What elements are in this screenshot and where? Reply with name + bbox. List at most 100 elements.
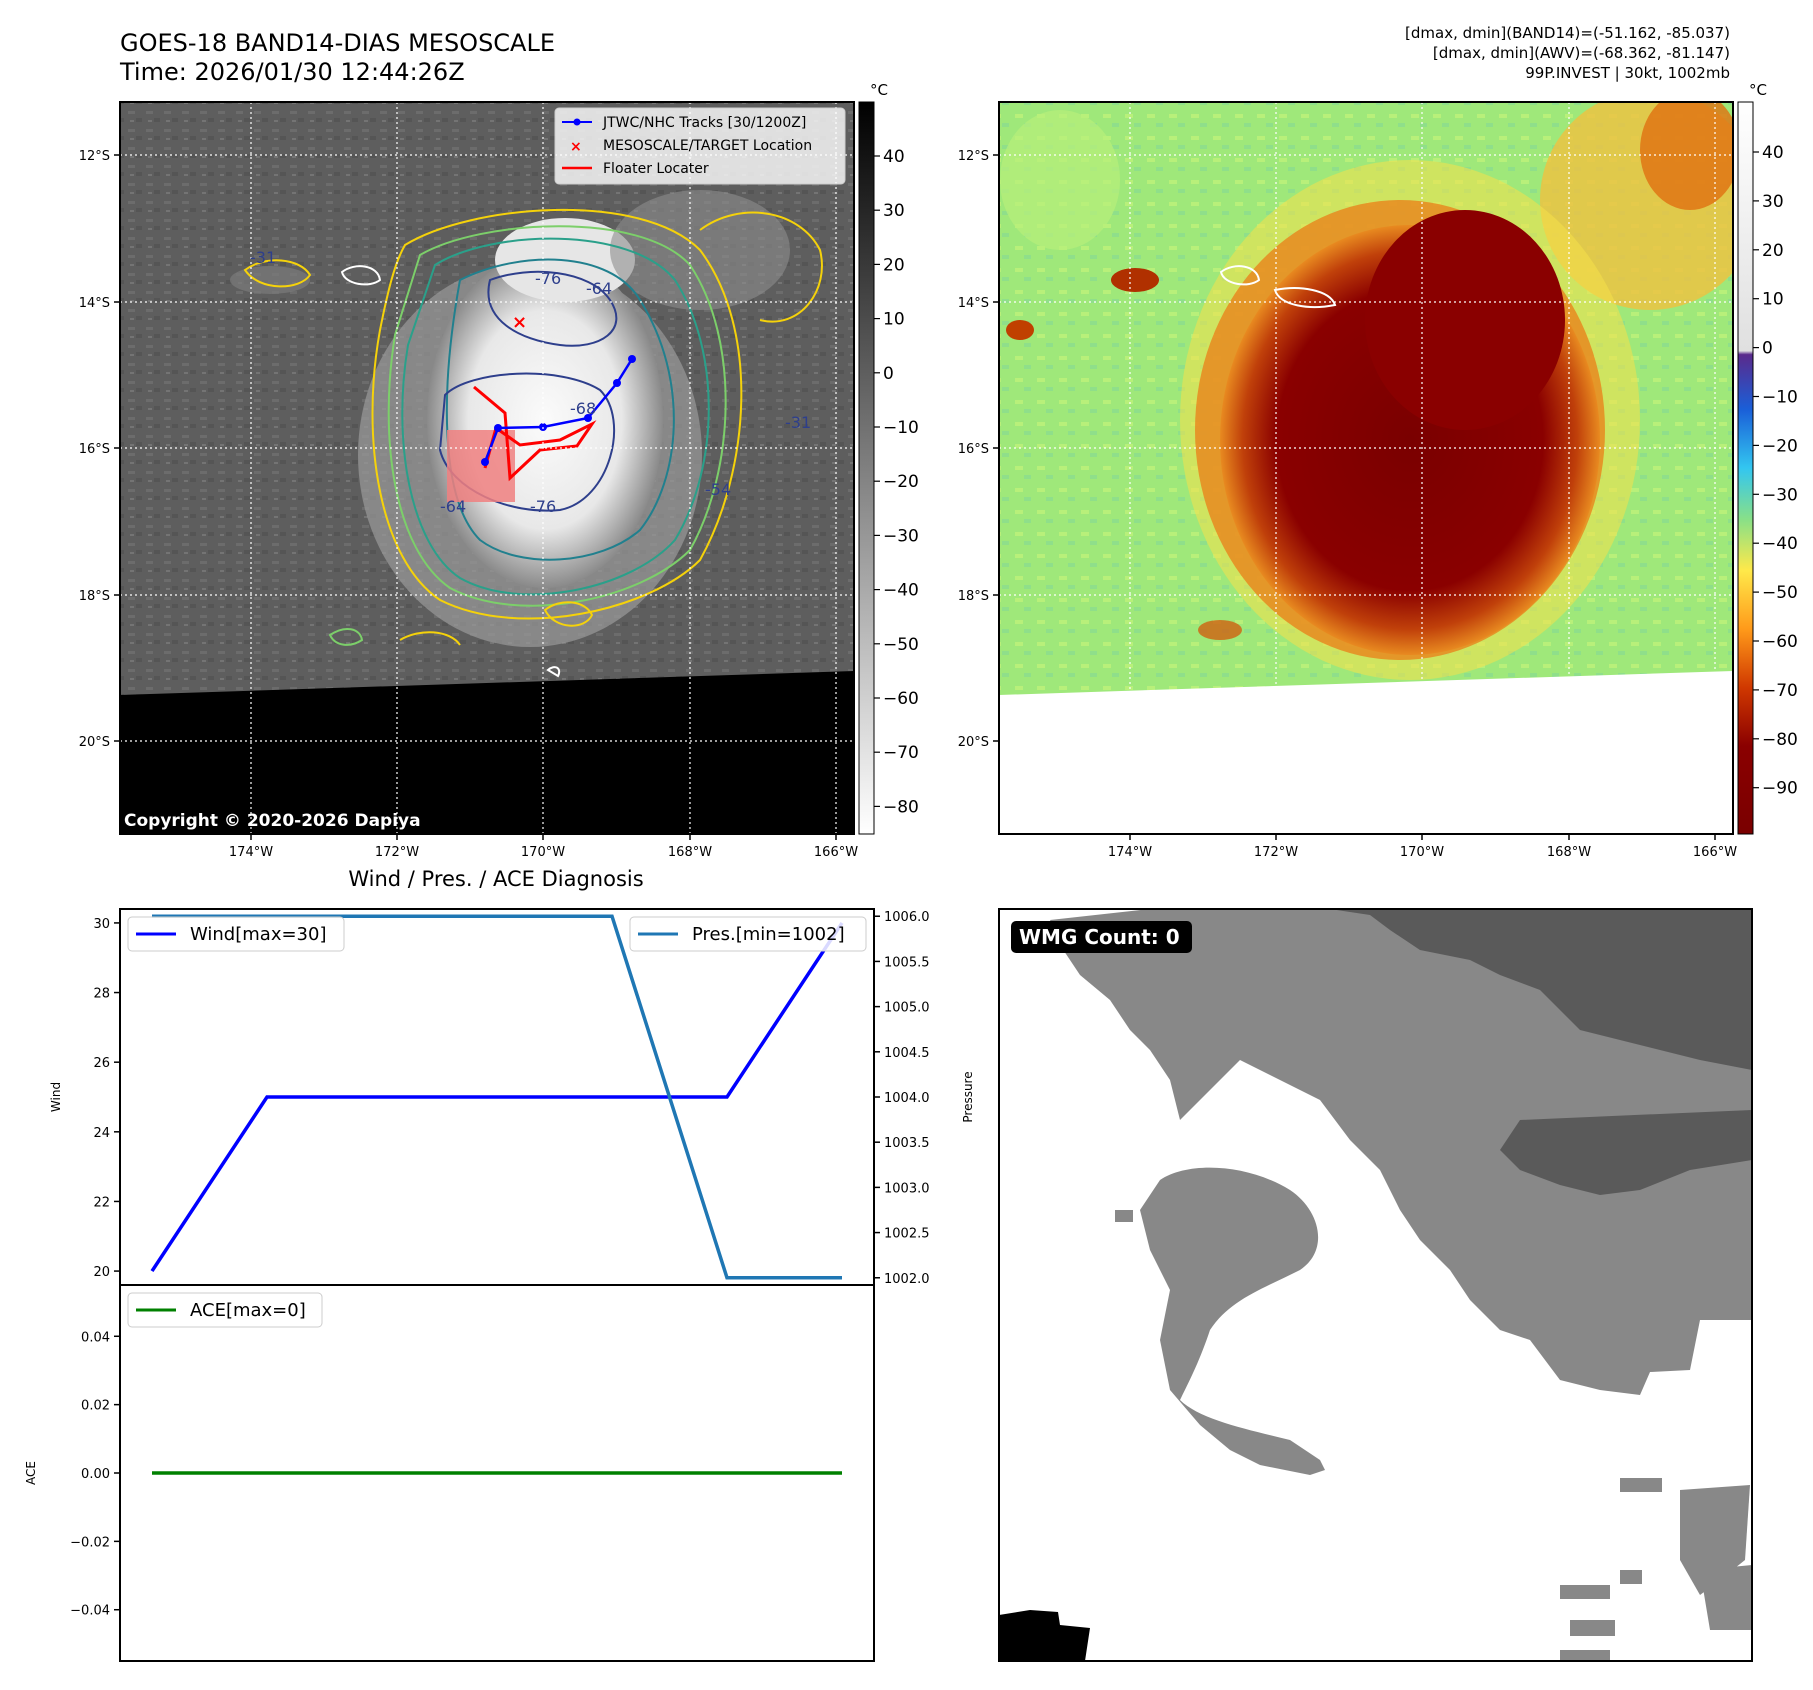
lat-tick-label: 18°S xyxy=(79,589,110,604)
colorbar-tick-label: −50 xyxy=(1762,583,1798,603)
colorbar-tick-label: −80 xyxy=(1762,730,1798,750)
lat-tick-label: 14°S xyxy=(958,296,989,311)
lon-tick-label: 172°W xyxy=(375,845,419,860)
awv-map-frame xyxy=(998,101,1734,835)
pressure-axis-label: Pressure xyxy=(961,1071,975,1122)
wind-tick-label: 22 xyxy=(93,1195,110,1210)
contour-label: -64 xyxy=(586,279,612,298)
ir-colorbar-unit: °C xyxy=(870,81,888,99)
colorbar-tick-label: −20 xyxy=(883,472,919,492)
legend-item-tracks: JTWC/NHC Tracks [30/1200Z] xyxy=(602,115,806,131)
colorbar-tick-label: −10 xyxy=(1762,388,1798,408)
colorbar-tick-label: 30 xyxy=(1762,192,1784,212)
jtwc-track-line xyxy=(483,358,634,463)
awv-colorbar-unit: °C xyxy=(1749,81,1767,99)
ace-tick-label: −0.02 xyxy=(70,1535,110,1550)
colorbar-tick-label: −90 xyxy=(1762,779,1798,799)
colorbar-tick-label: 20 xyxy=(1762,241,1784,261)
lon-tick-label: 174°W xyxy=(229,845,273,860)
wind-tick-label: 26 xyxy=(93,1056,110,1071)
wind-tick-label: 30 xyxy=(93,917,110,932)
ace-legend-label: ACE[max=0] xyxy=(190,1300,306,1321)
ace-tick-label: 0.02 xyxy=(81,1399,110,1414)
awv-range-text: [dmax, dmin](AWV)=(-68.362, -81.147) xyxy=(1433,44,1730,62)
ace-ticks: 0.04 0.02 0.00 −0.02 −0.04 xyxy=(70,1330,120,1619)
lat-tick-label: 20°S xyxy=(958,735,989,750)
ir-map-frame xyxy=(119,101,855,835)
lon-tick-label: 166°W xyxy=(814,845,858,860)
wmg-frame xyxy=(998,908,1753,1662)
pressure-legend: Pres.[min=1002] xyxy=(629,916,867,952)
awv-imagery xyxy=(999,102,1733,834)
pressure-tick-label: 1005.0 xyxy=(884,1001,930,1016)
diagnosis-panel: Wind / Pres. / ACE Diagnosis Wind Pressu… xyxy=(24,867,975,1662)
pressure-ticks: 1006.0 1005.5 1005.0 1004.5 1004.0 1003.5 1003… xyxy=(874,910,930,1287)
colorbar-tick-label: −80 xyxy=(883,797,919,817)
colorbar-tick-label: 30 xyxy=(883,201,905,221)
colorbar-tick-label: −60 xyxy=(1762,632,1798,652)
colorbar-tick-label: 0 xyxy=(1762,339,1773,359)
awv-colorbar-ticks: 40 30 20 10 0 −10 −20 −30 −40 −50 −60 −70 −80 −90 xyxy=(1753,143,1798,799)
pressure-tick-label: 1003.0 xyxy=(884,1181,930,1196)
colorbar-tick-label: −70 xyxy=(1762,681,1798,701)
contour-labels: -31 -76 -64 -54 -31 -76 -64 -68 xyxy=(250,248,811,516)
wind-tick-label: 20 xyxy=(93,1265,110,1280)
pressure-tick-label: 1005.5 xyxy=(884,955,930,970)
wmg-badge xyxy=(1011,921,1192,953)
pressure-tick-label: 1003.5 xyxy=(884,1136,930,1151)
colorbar-tick-label: −30 xyxy=(1762,485,1798,505)
ace-legend: ACE[max=0] xyxy=(127,1292,323,1328)
pressure-tick-label: 1004.0 xyxy=(884,1091,930,1106)
colorbar-tick-label: −40 xyxy=(1762,534,1798,554)
pressure-series-line xyxy=(152,914,842,1280)
lon-tick-label: 172°W xyxy=(1254,845,1298,860)
lon-tick-label: 168°W xyxy=(668,845,712,860)
contour-label: -31 xyxy=(250,248,276,267)
lat-tick-label: 12°S xyxy=(958,149,989,164)
colorbar-tick-label: −20 xyxy=(1762,436,1798,456)
colorbar-tick-label: −70 xyxy=(883,743,919,763)
contour-label: -68 xyxy=(570,399,596,418)
ace-tick-label: −0.04 xyxy=(70,1604,110,1619)
wind-tick-label: 28 xyxy=(93,987,110,1002)
storm-info-text: 99P.INVEST | 30kt, 1002mb xyxy=(1525,64,1730,82)
floater-locator-box xyxy=(447,430,515,502)
colorbar-tick-label: −30 xyxy=(883,526,919,546)
lat-tick-label: 16°S xyxy=(79,442,110,457)
lat-tick-label: 16°S xyxy=(958,442,989,457)
lat-tick-label: 14°S xyxy=(79,296,110,311)
ace-tick-label: 0.04 xyxy=(81,1330,110,1345)
colorbar-tick-label: −40 xyxy=(883,581,919,601)
lon-tick-label: 170°W xyxy=(521,845,565,860)
wmg-mask xyxy=(999,909,1752,1661)
awv-no-data-region xyxy=(999,671,1733,834)
colorbar-tick-label: −60 xyxy=(883,689,919,709)
pressure-tick-label: 1006.0 xyxy=(884,910,930,925)
contour-label: -76 xyxy=(535,269,561,288)
lat-tick-label: 18°S xyxy=(958,589,989,604)
wind-series-line xyxy=(150,921,844,1273)
colorbar-tick-label: 10 xyxy=(1762,290,1784,310)
ir-imagery: × -31 -76 -64 -54 -31 -76 -64 -68 xyxy=(120,102,854,834)
ir-no-data-region xyxy=(120,671,854,834)
ace-axis-label: ACE xyxy=(24,1461,38,1485)
lon-tick-label: 166°W xyxy=(1693,845,1737,860)
colorbar-tick-label: 10 xyxy=(883,310,905,330)
wmg-count-text: WMG Count: 0 xyxy=(1019,925,1180,949)
pressure-tick-label: 1004.5 xyxy=(884,1046,930,1061)
copyright-text: Copyright © 2020-2026 Dapiya xyxy=(124,811,421,831)
ir-colorbar xyxy=(858,101,875,835)
legend-item-floater: Floater Locater xyxy=(603,161,709,177)
pressure-legend-label: Pres.[min=1002] xyxy=(692,924,845,945)
wind-legend: Wind[max=30] xyxy=(127,916,345,952)
wind-legend-label: Wind[max=30] xyxy=(190,924,327,945)
ir-colorbar-ticks: 40 30 20 10 0 −10 −20 −30 −40 −50 −60 −70 −80 xyxy=(874,147,919,817)
awv-lat-ticks: 12°S 14°S 16°S 18°S 20°S xyxy=(958,149,999,750)
ir-legend: × JTWC/NHC Tracks [30/1200Z] MESOSCALE/T… xyxy=(554,107,846,185)
figure-title: GOES-18 BAND14-DIAS MESOSCALE xyxy=(120,29,555,57)
wind-ticks: 20 22 24 26 28 30 xyxy=(93,917,120,1280)
lon-tick-label: 168°W xyxy=(1547,845,1591,860)
pressure-tick-label: 1002.5 xyxy=(884,1227,930,1242)
legend-item-target: MESOSCALE/TARGET Location xyxy=(603,138,812,154)
